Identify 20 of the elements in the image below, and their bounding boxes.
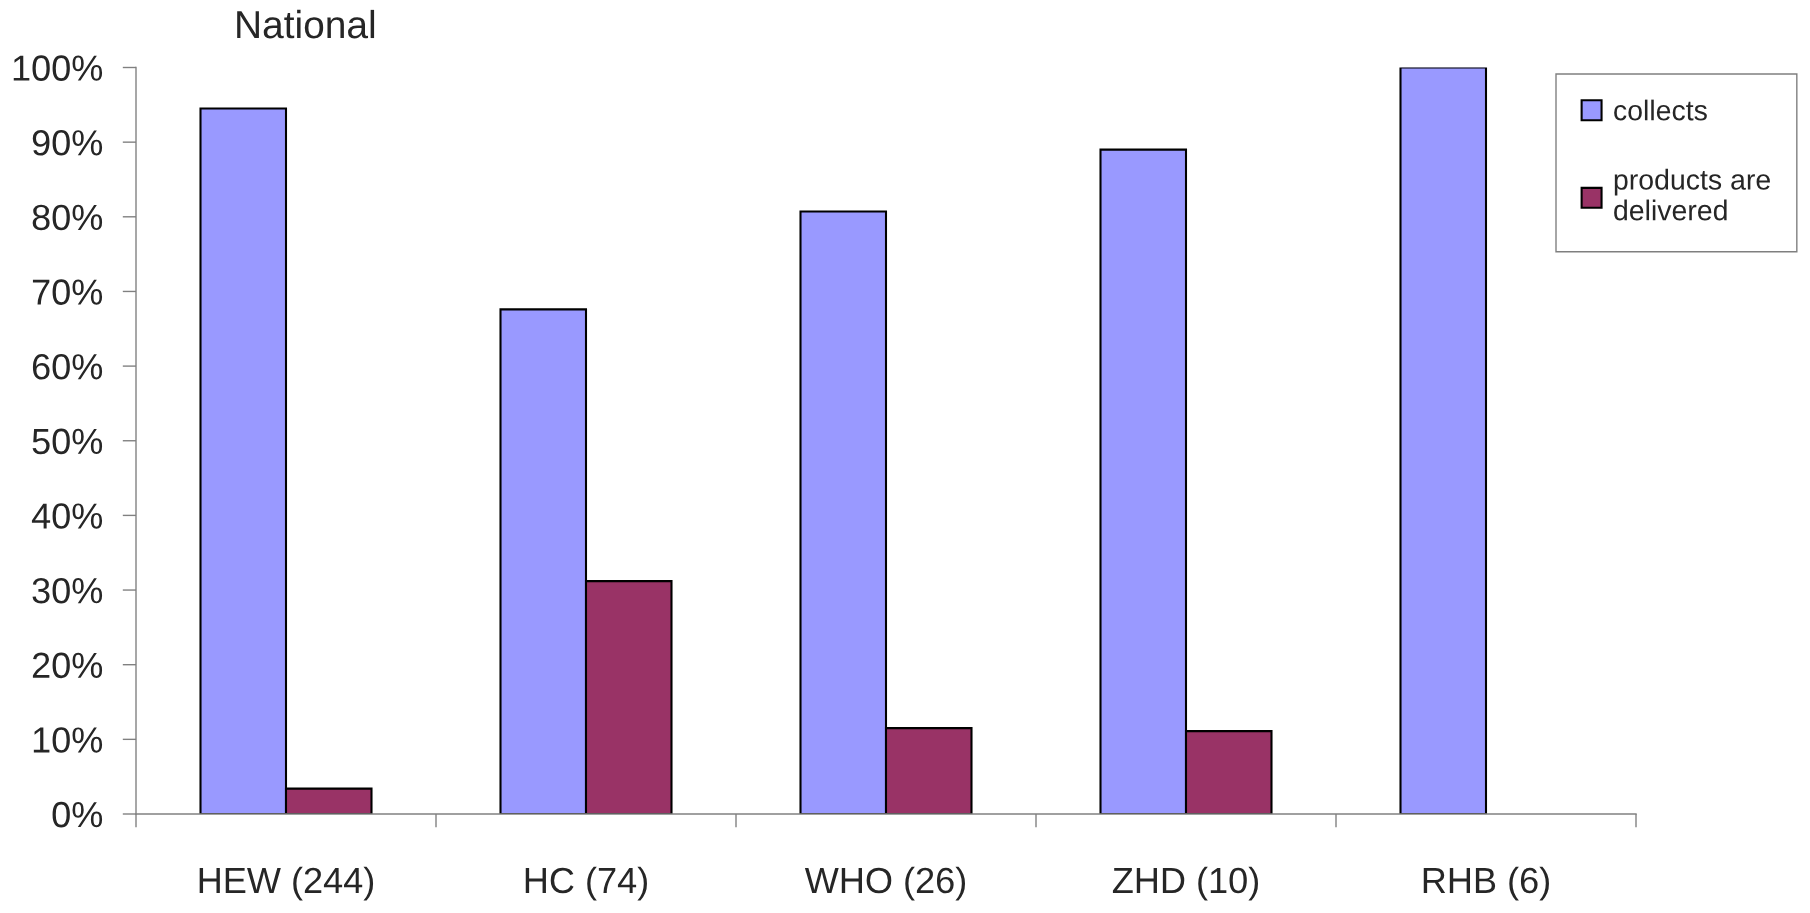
x-tick-label: HEW (244) <box>199 866 374 901</box>
x-tick-label: ZHD (10) <box>1112 866 1258 901</box>
y-tick-label: 30% <box>32 577 103 604</box>
y-tick-label: 20% <box>32 652 103 679</box>
bar <box>1399 67 1488 814</box>
y-tick-label: 90% <box>32 130 103 156</box>
y-tick-label: 40% <box>31 503 103 529</box>
y-tick-label: 70% <box>32 279 103 305</box>
y-tick-label: 10% <box>33 727 103 753</box>
chart-title: National <box>237 9 375 39</box>
legend-label: collects <box>1614 99 1707 121</box>
x-tick-label: HC (74) <box>525 866 647 901</box>
y-tick-label: 50% <box>32 428 103 455</box>
legend-label: products are delivered <box>1614 168 1770 221</box>
y-tick-label: 60% <box>32 353 103 380</box>
y-tick-label: 100% <box>13 55 103 81</box>
y-tick-label: 80% <box>32 204 103 231</box>
x-tick-label: RHB (6) <box>1423 866 1549 901</box>
y-tick-label: 0% <box>52 801 103 828</box>
x-tick-label: WHO (26) <box>804 866 966 901</box>
